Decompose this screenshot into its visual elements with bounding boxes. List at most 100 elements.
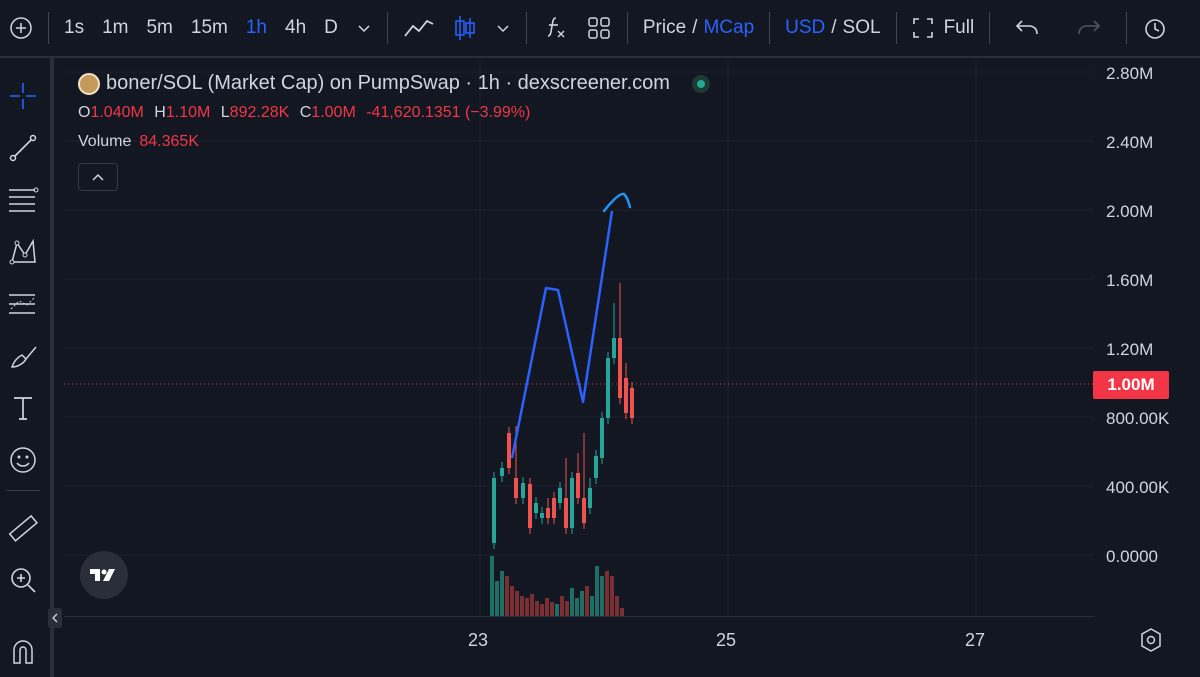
settings-hexagon-icon xyxy=(1141,628,1161,652)
open-key: O xyxy=(78,104,91,121)
mcap-mode-button[interactable]: MCap xyxy=(703,17,755,38)
volume-bar xyxy=(585,586,589,616)
time-tick: 23 xyxy=(468,630,489,650)
interval-5m[interactable]: 5m xyxy=(146,17,173,38)
redo-icon xyxy=(1078,20,1101,35)
time-axis[interactable]: 23 25 27 xyxy=(64,616,1094,667)
volume-bar xyxy=(555,604,559,616)
chart-settings-button[interactable] xyxy=(1138,627,1164,658)
candle-body xyxy=(588,488,592,508)
candlesticks xyxy=(492,283,634,549)
price-tick: 2.80M xyxy=(1106,64,1154,83)
brush-tool[interactable] xyxy=(5,338,41,374)
zoom-icon xyxy=(11,568,36,593)
slash-separator: / xyxy=(831,17,837,38)
drawn-projection-line[interactable] xyxy=(510,210,614,459)
candle-body xyxy=(558,488,562,503)
change-value: -41,620.1351 (−3.99%) xyxy=(366,104,531,121)
market-status-indicator[interactable] xyxy=(691,74,710,93)
indicators-button[interactable] xyxy=(533,0,577,56)
low-value: 892.28K xyxy=(229,104,290,121)
top-toolbar: 1s 1m 5m 15m 1h 4h D Price / MCap USD / … xyxy=(0,0,1200,58)
text-tool[interactable] xyxy=(5,390,41,426)
collapse-legend-button[interactable] xyxy=(78,163,118,191)
volume-bar xyxy=(510,586,514,616)
interval-dropdown-button[interactable] xyxy=(347,0,381,56)
candle-body xyxy=(500,468,504,476)
trendline-tool[interactable] xyxy=(5,130,41,166)
volume-bar xyxy=(605,571,609,616)
volume-bar xyxy=(600,576,604,616)
chart-type-dropdown[interactable] xyxy=(486,0,520,56)
divider xyxy=(769,12,771,44)
fib-tool[interactable] xyxy=(5,182,41,218)
usd-button[interactable]: USD xyxy=(785,17,826,38)
candle-body xyxy=(612,338,616,358)
drawn-arrow-head[interactable] xyxy=(602,192,632,213)
redo-button[interactable] xyxy=(1058,0,1120,56)
candle-body xyxy=(630,388,634,418)
interval-1m[interactable]: 1m xyxy=(102,17,129,38)
volume-legend: Volume 84.365K xyxy=(78,133,199,151)
close-value: 1.00M xyxy=(311,104,356,121)
candle-body xyxy=(514,478,518,498)
forecast-tool[interactable] xyxy=(5,286,41,322)
ruler-icon xyxy=(8,514,38,542)
low-key: L xyxy=(220,104,230,121)
alert-button[interactable] xyxy=(1133,0,1177,56)
volume-bar xyxy=(560,596,564,616)
zoom-tool[interactable] xyxy=(5,562,41,598)
crosshair-icon xyxy=(10,83,36,109)
sol-button[interactable]: SOL xyxy=(842,17,881,38)
tradingview-logo[interactable] xyxy=(80,551,128,599)
toolbar-divider xyxy=(6,490,40,491)
magnet-icon xyxy=(13,640,33,664)
chevron-down-icon xyxy=(497,25,509,33)
undo-icon xyxy=(1016,20,1039,35)
volume-value: 84.365K xyxy=(139,133,199,150)
chevron-left-icon xyxy=(52,613,58,623)
volume-bar xyxy=(520,596,524,616)
candle-body xyxy=(546,508,550,518)
ohlc-values: O1.040M H1.10M L892.28K C1.00M -41,620.1… xyxy=(78,104,530,122)
candle-chart-type-button[interactable] xyxy=(444,0,486,56)
line-chart-type-button[interactable] xyxy=(394,0,444,56)
magnet-tool[interactable] xyxy=(5,633,41,669)
templates-button[interactable] xyxy=(577,0,621,56)
volume-bar xyxy=(515,591,519,616)
function-icon xyxy=(547,17,565,38)
brush-icon xyxy=(10,346,37,368)
ruler-tool[interactable] xyxy=(5,510,41,546)
pattern-icon xyxy=(9,238,36,265)
volume-bars xyxy=(490,556,624,616)
pattern-tool[interactable] xyxy=(5,234,41,270)
interval-D[interactable]: D xyxy=(324,17,338,38)
candle-body xyxy=(600,418,604,458)
volume-bar xyxy=(540,604,544,616)
volume-bar xyxy=(580,591,584,616)
interval-4h[interactable]: 4h xyxy=(285,17,307,38)
token-avatar xyxy=(78,72,100,95)
volume-bar xyxy=(620,608,624,616)
chart-legend-title: boner/SOL (Market Cap) on PumpSwap · 1h … xyxy=(78,72,710,95)
collapse-toolbar-button[interactable] xyxy=(48,608,62,628)
price-chart[interactable] xyxy=(64,58,1094,616)
candle-body xyxy=(624,378,628,413)
current-price-tag: 1.00M xyxy=(1093,371,1169,399)
price-mode-button[interactable]: Price xyxy=(642,17,687,38)
price-axis[interactable]: 2.80M 2.40M 2.00M 1.60M 1.20M 800.00K 40… xyxy=(1094,58,1200,616)
emoji-tool[interactable] xyxy=(5,442,41,478)
candle-body xyxy=(618,338,622,398)
crosshair-tool[interactable] xyxy=(5,78,41,114)
fib-icon xyxy=(9,187,39,212)
add-symbol-button[interactable] xyxy=(0,0,42,56)
undo-button[interactable] xyxy=(996,0,1058,56)
interval-1h[interactable]: 1h xyxy=(245,17,267,38)
interval-1s[interactable]: 1s xyxy=(64,17,85,38)
grid-icon xyxy=(588,17,610,39)
slash-separator: / xyxy=(692,17,698,38)
gridlines xyxy=(64,58,1094,616)
interval-15m[interactable]: 15m xyxy=(190,17,228,38)
fullscreen-button[interactable]: Full xyxy=(903,0,984,56)
time-tick: 25 xyxy=(716,630,737,650)
